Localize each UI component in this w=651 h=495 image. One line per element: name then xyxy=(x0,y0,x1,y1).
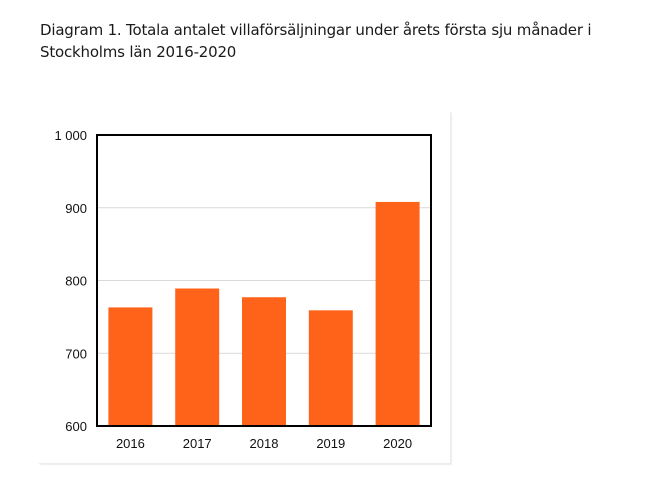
bar-2020 xyxy=(375,201,420,426)
x-tick-label: 2018 xyxy=(250,436,279,451)
y-tick-label: 600 xyxy=(65,419,87,434)
bar-2017 xyxy=(175,288,220,426)
y-tick-label: 800 xyxy=(65,274,87,289)
bar-2016 xyxy=(108,307,153,426)
chart-title: Diagram 1. Totala antalet villaförsäljni… xyxy=(40,21,592,61)
y-axis-ticks: 600 700 800 900 1 000 xyxy=(54,128,87,434)
y-tick-label: 900 xyxy=(65,201,87,216)
bar-2019 xyxy=(308,310,353,426)
plot-frame xyxy=(96,134,432,427)
x-tick-label: 2017 xyxy=(183,436,212,451)
x-tick-label: 2019 xyxy=(316,436,345,451)
y-tick-label: 1 000 xyxy=(54,128,87,143)
x-tick-label: 2016 xyxy=(116,436,145,451)
x-axis-ticks: 2016 2017 2018 2019 2020 xyxy=(116,436,412,451)
x-tick-label: 2020 xyxy=(383,436,412,451)
bar-2018 xyxy=(242,297,286,426)
bars xyxy=(108,201,420,426)
y-tick-label: 700 xyxy=(65,346,87,361)
